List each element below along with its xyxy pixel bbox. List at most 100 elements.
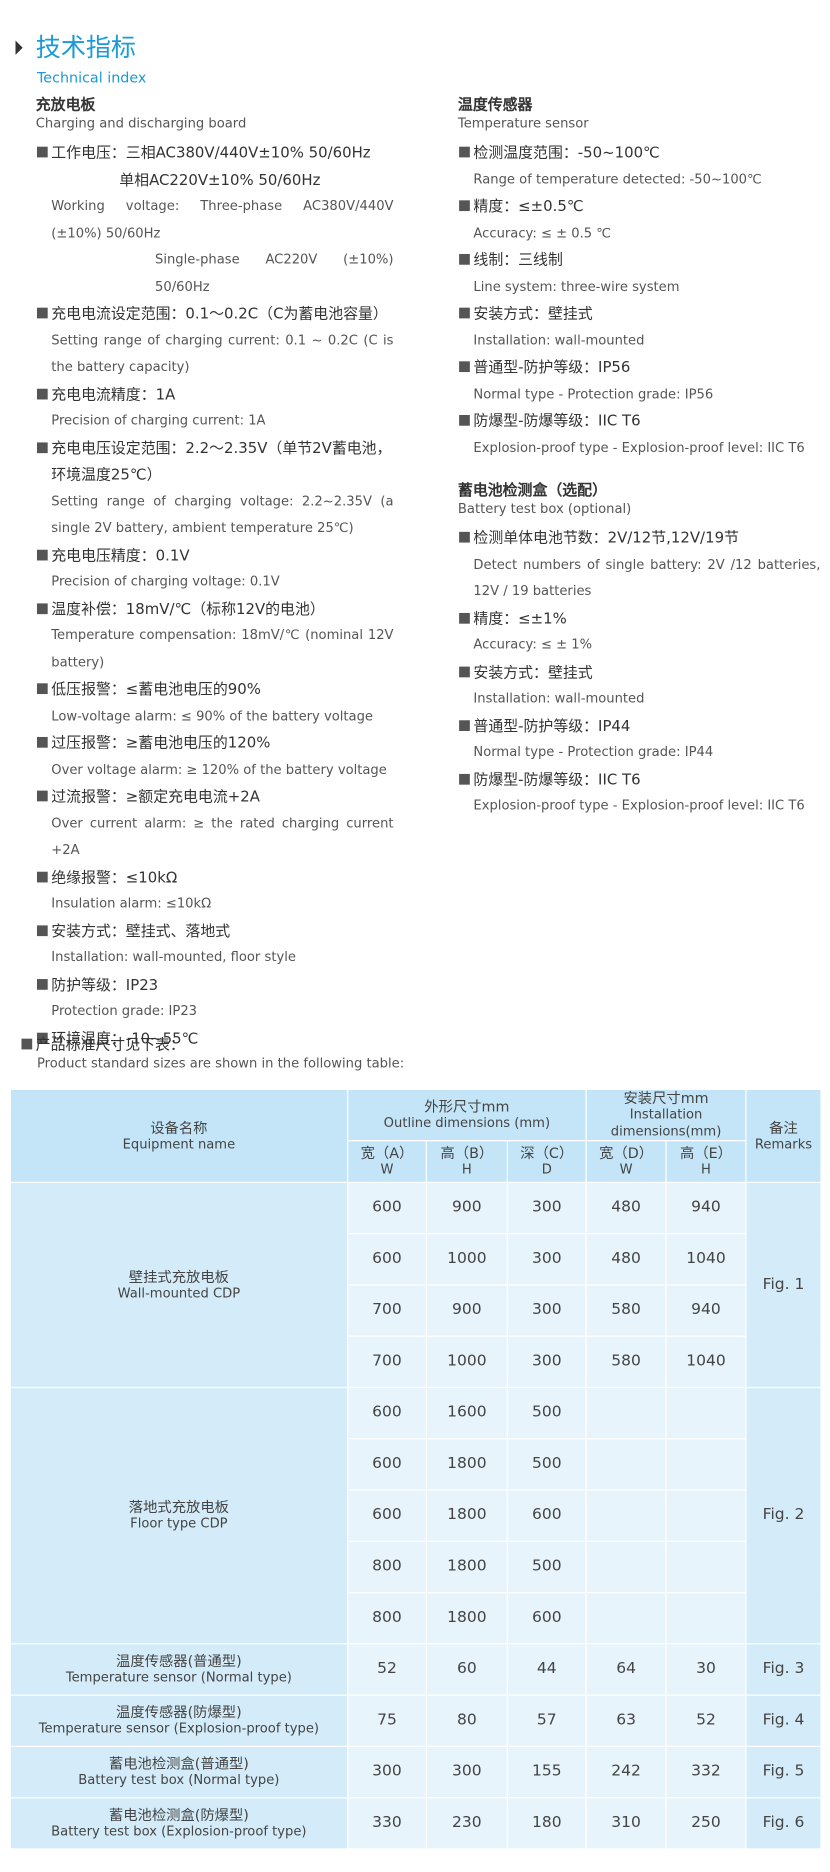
remark-cell: Fig. 1 [745, 1181, 822, 1389]
cell-en: Remarks [754, 1135, 813, 1152]
note-zh: 产品标准尺寸见下表： [35, 1035, 185, 1053]
value-cell: 1040 [665, 1233, 747, 1286]
spec-en: Detect numbers of single battery: 2V /12… [473, 556, 821, 599]
cell-en: D [541, 1161, 552, 1177]
spec-en: Setting range of charging current: 0.1 ~… [51, 332, 394, 375]
value-cell: 600 [347, 1489, 427, 1542]
value-cell: 1000 [425, 1233, 509, 1286]
spec-zh: 精度：≤±0.5℃ [458, 193, 821, 220]
spec-en: Normal type - Protection grade: IP44 [473, 744, 714, 760]
remark-cell: Fig. 2 [745, 1386, 822, 1645]
value-cell: 940 [665, 1284, 747, 1337]
value-cell: 580 [585, 1335, 667, 1389]
value-cell: 230 [425, 1797, 509, 1850]
spec-zh: 安装方式：壁挂式、落地式 [36, 918, 394, 945]
spec-zh: 充电电流精度：1A [36, 381, 394, 408]
spec-en: Temperature compensation: 18mV/℃ (nomina… [51, 627, 394, 670]
empty-cell [665, 1438, 747, 1491]
value-cell: 242 [585, 1745, 667, 1799]
cell-en: Battery test box (Explosion-proof type) [51, 1823, 307, 1839]
header-row: 宽（A） W 高（B） H 深（C） D 宽（D） W 高（E） H [10, 1140, 821, 1183]
spec-zh: 低压报警：≤蓄电池电压的90% [36, 676, 394, 703]
note-en: Product standard sizes are shown in the … [36, 1055, 405, 1071]
header-cell: 宽（D） W [585, 1140, 667, 1183]
value-cell: 155 [506, 1745, 587, 1799]
value-cell: 1000 [425, 1335, 509, 1389]
header-cell: 深（C） D [506, 1140, 587, 1183]
name-cell: 落地式充放电板 Floor type CDP [9, 1386, 349, 1645]
cell-zh: 蓄电池检测盒(防爆型) [108, 1806, 249, 1824]
value-cell: 52 [665, 1694, 747, 1748]
value-cell: 800 [347, 1540, 427, 1594]
cell-zh: 高（E） [680, 1144, 732, 1162]
empty-cell [585, 1591, 667, 1645]
spec-zh: 过压报警：≥蓄电池电压的120% [36, 730, 394, 757]
cell-en: W [380, 1161, 394, 1177]
value-cell: 300 [506, 1335, 587, 1389]
value-cell: 700 [347, 1335, 427, 1389]
value-cell: 57 [506, 1694, 587, 1748]
cell-zh: 高（B） [440, 1144, 494, 1162]
value-cell: 63 [585, 1694, 667, 1748]
spec-zh: 防爆型-防爆等级：IIC T6 [458, 408, 821, 435]
header-cell: 外形尺寸mm Outline dimensions (mm) [347, 1088, 587, 1142]
spec-zh: 防爆型-防爆等级：IIC T6 [458, 766, 821, 793]
spec-en: Single-phase AC220V (±10%) 50/60Hz [155, 251, 394, 294]
header-cell: 备注 Remarks [745, 1088, 822, 1183]
cell-en: Outline dimensions (mm) [383, 1114, 551, 1131]
spec-en: Precision of charging voltage: 0.1V [51, 573, 280, 590]
spec-zh: 安装方式：壁挂式 [458, 301, 821, 328]
remark-cell: Fig. 4 [745, 1694, 822, 1748]
spec-en: Insulation alarm: ≤10kΩ [51, 895, 212, 912]
remark-cell: Fig. 3 [745, 1643, 822, 1696]
empty-cell [665, 1386, 747, 1440]
spec-en: Explosion-proof type - Explosion-proof l… [473, 797, 805, 814]
spec-en: Over current alarm: ≥ the rated charging… [51, 815, 394, 858]
header-cell: 高（B） H [425, 1140, 509, 1183]
section: 温度传感器 Temperature sensor 检测温度范围：-50~100℃ Ra… [458, 95, 821, 461]
bullet [21, 1038, 33, 1050]
spec-zh: 检测单体电池节数：2V/12节,12V/19节 [458, 525, 821, 552]
header-cell: 设备名称 Equipment name [9, 1088, 349, 1183]
value-cell: 500 [506, 1386, 587, 1440]
spec-en: Installation: wall-mounted [473, 332, 645, 348]
header-row: 设备名称 Equipment name 外形尺寸mm Outline dimensio… [9, 1088, 822, 1183]
value-cell: 64 [585, 1643, 667, 1696]
spec-zh: 充电电压精度：0.1V [36, 542, 394, 569]
spec-zh: 检测温度范围：-50~100℃ [458, 140, 821, 167]
section-heading: 蓄电池检测盒（选配） [457, 480, 608, 499]
value-cell: 300 [506, 1233, 587, 1286]
value-cell: 940 [665, 1181, 747, 1235]
name-cell: 壁挂式充放电板 Wall-mounted CDP [9, 1181, 349, 1389]
cell-en: Floor type CDP [130, 1515, 228, 1532]
table-row: 壁挂式充放电板 Wall-mounted CDP 600 900 300 480 940 Fi… [9, 1181, 822, 1389]
section: 充放电板 Charging and discharging board 工作电压：三… [36, 95, 394, 1051]
empty-cell [665, 1540, 747, 1594]
value-cell: 300 [425, 1745, 509, 1799]
size-table: 设备名称 Equipment name 外形尺寸mm Outline dimensio… [9, 1088, 822, 1850]
value-cell: 1800 [425, 1591, 509, 1645]
spec-en: Protection grade: IP23 [51, 1002, 198, 1019]
value-cell: 500 [506, 1540, 587, 1594]
cell-en: Installation dimensions(mm) [610, 1106, 722, 1139]
value-cell: 600 [506, 1489, 587, 1542]
section-heading-en: Battery test box (optional) [457, 500, 632, 517]
cell-en: Temperature sensor (Normal type) [65, 1669, 292, 1686]
value-cell: 800 [347, 1591, 427, 1645]
spec-en: Installation: wall-mounted [473, 690, 645, 706]
arrow-icon [15, 40, 23, 55]
remark-cell: Fig. 5 [745, 1745, 822, 1799]
value-cell: 1800 [425, 1438, 509, 1491]
cell-en: W [619, 1161, 633, 1177]
note: 产品标准尺寸见下表： Product standard sizes are sho… [21, 1035, 404, 1073]
name-cell: 蓄电池检测盒(普通型) Battery test box (Normal type… [9, 1745, 349, 1799]
empty-cell [665, 1489, 747, 1542]
section-heading: 温度传感器 [457, 95, 533, 114]
value-cell: 300 [506, 1181, 587, 1235]
header-cell: 高（E） H [665, 1140, 747, 1183]
value-cell: 250 [665, 1797, 747, 1850]
cell-zh: 深（C） [520, 1144, 574, 1162]
cell-zh: 温度传感器(普通型) [116, 1652, 242, 1670]
value-cell: 1800 [425, 1540, 509, 1594]
empty-cell [585, 1386, 667, 1440]
